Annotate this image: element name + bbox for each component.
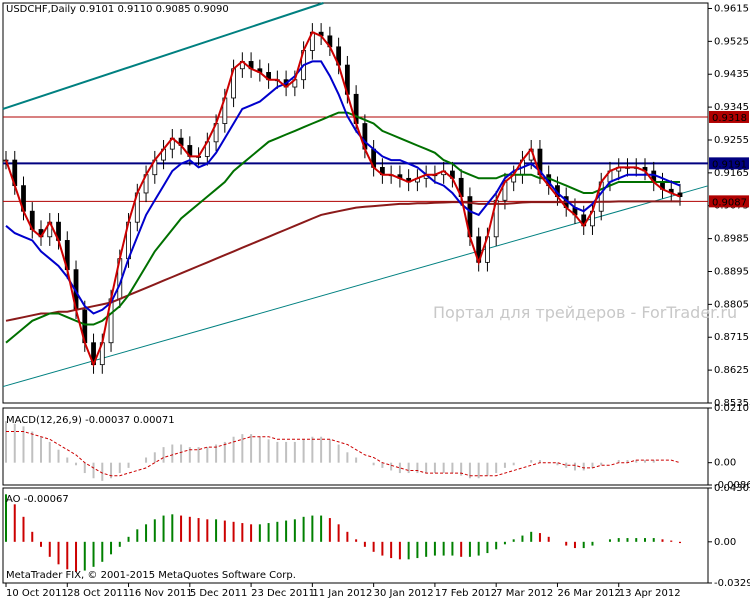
ao-header: AO -0.00067 [6, 494, 69, 505]
x-tick-label: 26 Mar 2012 [557, 588, 620, 599]
y-tick-label: 0.8625 [714, 365, 749, 376]
y-tick-label: 0.8985 [714, 234, 749, 245]
x-tick-label: 17 Feb 2012 [435, 588, 497, 599]
x-tick-label: 28 Oct 2011 [67, 588, 129, 599]
price-line-label: 0.9318 [712, 113, 747, 124]
footer-copyright: MetaTrader FIX, © 2001-2015 MetaQuotes S… [6, 570, 296, 581]
x-tick-label: 11 Jan 2012 [312, 588, 372, 599]
x-tick-label: 7 Mar 2012 [496, 588, 553, 599]
price-line-label: 0.9191 [712, 159, 747, 170]
indicator-y-tick-label: -0.03294 [714, 578, 750, 589]
y-tick-label: 0.9615 [714, 3, 749, 14]
y-tick-label: 0.8895 [714, 266, 749, 277]
panel-frame-3 [2, 487, 709, 584]
price-line-label: 0.9087 [712, 197, 747, 208]
y-tick-label: 0.8805 [714, 299, 749, 310]
price-line-label-box [709, 195, 749, 208]
indicator-y-tick-label: 0.00 [714, 458, 736, 469]
moving-average-2 [5, 60, 681, 315]
macd-header: MACD(12,26,9) -0.00037 0.00071 [6, 415, 175, 426]
price-chart-header: USDCHF,Daily 0.9101 0.9110 0.9085 0.9090 [6, 4, 229, 15]
trendline-1 [2, 2, 324, 110]
x-tick-label: 13 Apr 2012 [619, 588, 681, 599]
price-line-label-box [709, 110, 749, 123]
y-tick-label: 0.9165 [714, 168, 749, 179]
macd-signal-line [6, 431, 681, 477]
x-tick-label: 10 Oct 2011 [6, 588, 68, 599]
indicator-y-tick-label: 0.00 [714, 537, 736, 548]
x-tick-label: 30 Jan 2012 [374, 588, 434, 599]
y-tick-label: 0.9345 [714, 102, 749, 113]
x-tick-label: 16 Nov 2011 [129, 588, 193, 599]
moving-average-3 [5, 111, 680, 344]
y-tick-label: 0.9255 [714, 135, 749, 146]
x-tick-label: 23 Dec 2011 [251, 588, 315, 599]
indicator-y-tick-label: 0.04305 [714, 483, 750, 494]
x-tick-label: 5 Dec 2011 [190, 588, 248, 599]
indicator-y-tick-label: -0.0086 [714, 480, 750, 491]
watermark: Портал для трейдеров - ForTrader.ru [433, 303, 737, 322]
y-tick-label: 0.8535 [714, 398, 749, 409]
price-line-label-box [709, 157, 749, 170]
y-tick-label: 0.8715 [714, 332, 749, 343]
indicator-y-tick-label: 0.02107 [714, 403, 750, 414]
y-tick-label: 0.9525 [714, 36, 749, 47]
moving-average-1 [5, 30, 681, 368]
y-tick-label: 0.9435 [714, 69, 749, 80]
